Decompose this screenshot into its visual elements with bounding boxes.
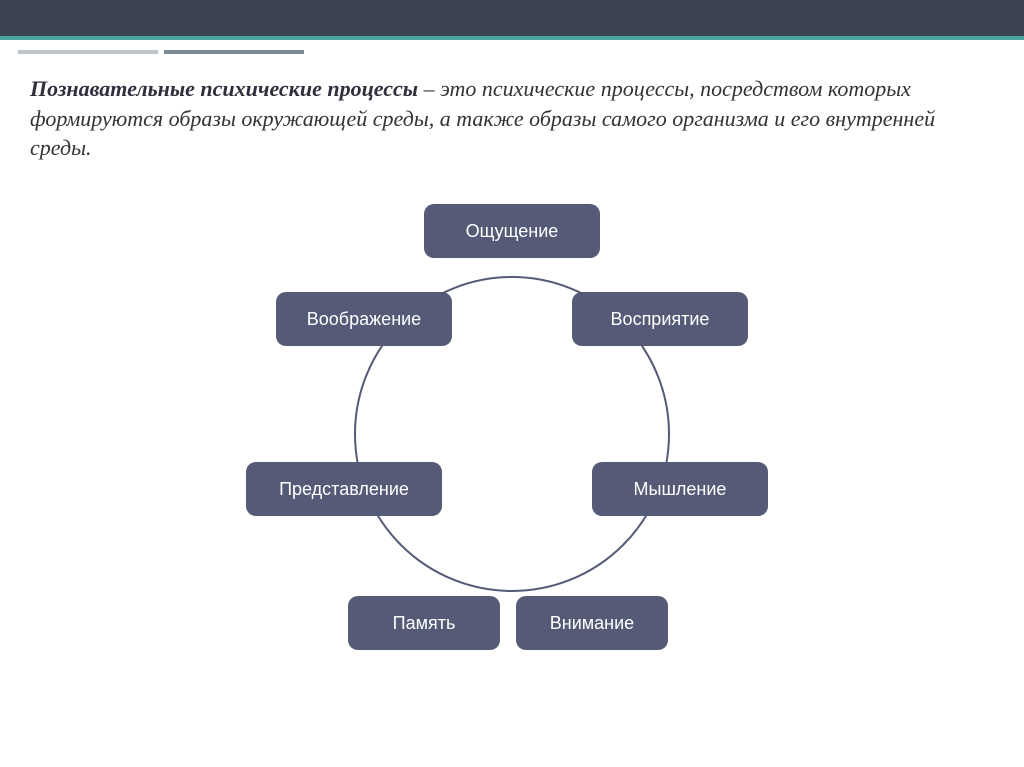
diagram-node-label: Воображение (307, 309, 421, 330)
diagram-node-5: Представление (246, 462, 442, 516)
diagram-node-label: Восприятие (611, 309, 710, 330)
diagram-node-label: Представление (279, 479, 409, 500)
definition-term: Познавательные психические процессы (30, 76, 418, 101)
cycle-diagram: Ощущение Восприятие Мышление Внимание Память… (192, 179, 832, 669)
diagram-node-label: Мышление (634, 479, 727, 500)
diagram-node-label: Память (393, 613, 456, 634)
diagram-node-label: Внимание (550, 613, 634, 634)
accent-seg-1 (18, 50, 158, 54)
diagram-node-label: Ощущение (466, 221, 559, 242)
diagram-node-0: Ощущение (424, 204, 600, 258)
accent-seg-2 (164, 50, 304, 54)
content-area: Познавательные психические процессы – эт… (0, 54, 1024, 669)
diagram-node-3: Внимание (516, 596, 668, 650)
header-bar (0, 0, 1024, 40)
diagram-node-2: Мышление (592, 462, 768, 516)
definition-text: Познавательные психические процессы – эт… (30, 74, 994, 163)
diagram-node-4: Память (348, 596, 500, 650)
diagram-node-1: Восприятие (572, 292, 748, 346)
diagram-node-6: Воображение (276, 292, 452, 346)
